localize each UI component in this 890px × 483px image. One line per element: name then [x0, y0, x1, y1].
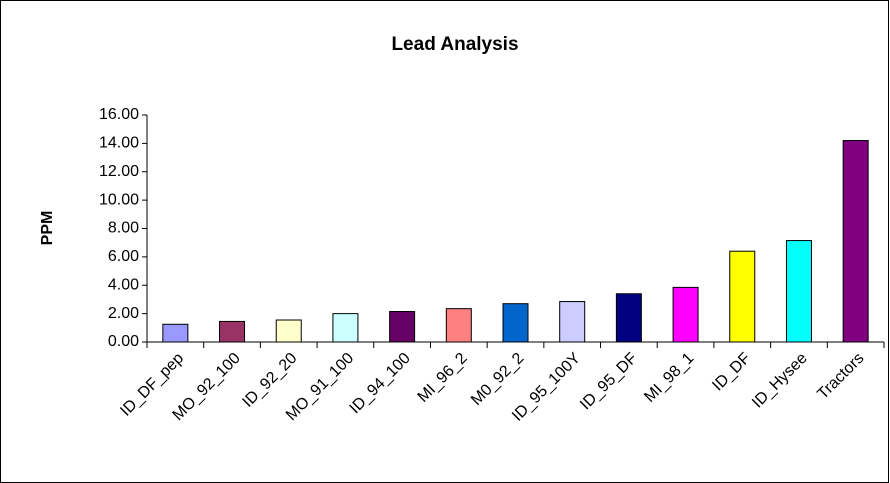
bar: [162, 323, 189, 343]
bar: [729, 250, 756, 343]
y-tick-label: 10.00: [99, 191, 139, 208]
y-tick-label: 16.00: [99, 106, 139, 123]
bar: [389, 310, 416, 343]
bar: [332, 313, 359, 343]
y-tick-label: 12.00: [99, 163, 139, 180]
y-tick-label: 4.00: [108, 276, 139, 293]
bar: [445, 308, 472, 343]
bar: [559, 301, 586, 343]
y-tick-label: 8.00: [108, 220, 139, 237]
bar: [615, 293, 642, 343]
bar: [842, 140, 869, 343]
y-tick-label: 0.00: [108, 333, 139, 350]
y-tick-label: 2.00: [108, 305, 139, 322]
bar: [502, 303, 529, 343]
chart-title: Lead Analysis: [391, 34, 518, 55]
bar: [219, 320, 246, 343]
bar: [672, 286, 699, 343]
bar: [785, 240, 812, 343]
y-axis-label: PPM: [39, 211, 56, 246]
y-tick-label: 6.00: [108, 248, 139, 265]
bar: [275, 319, 302, 343]
y-tick-label: 14.00: [99, 135, 139, 152]
